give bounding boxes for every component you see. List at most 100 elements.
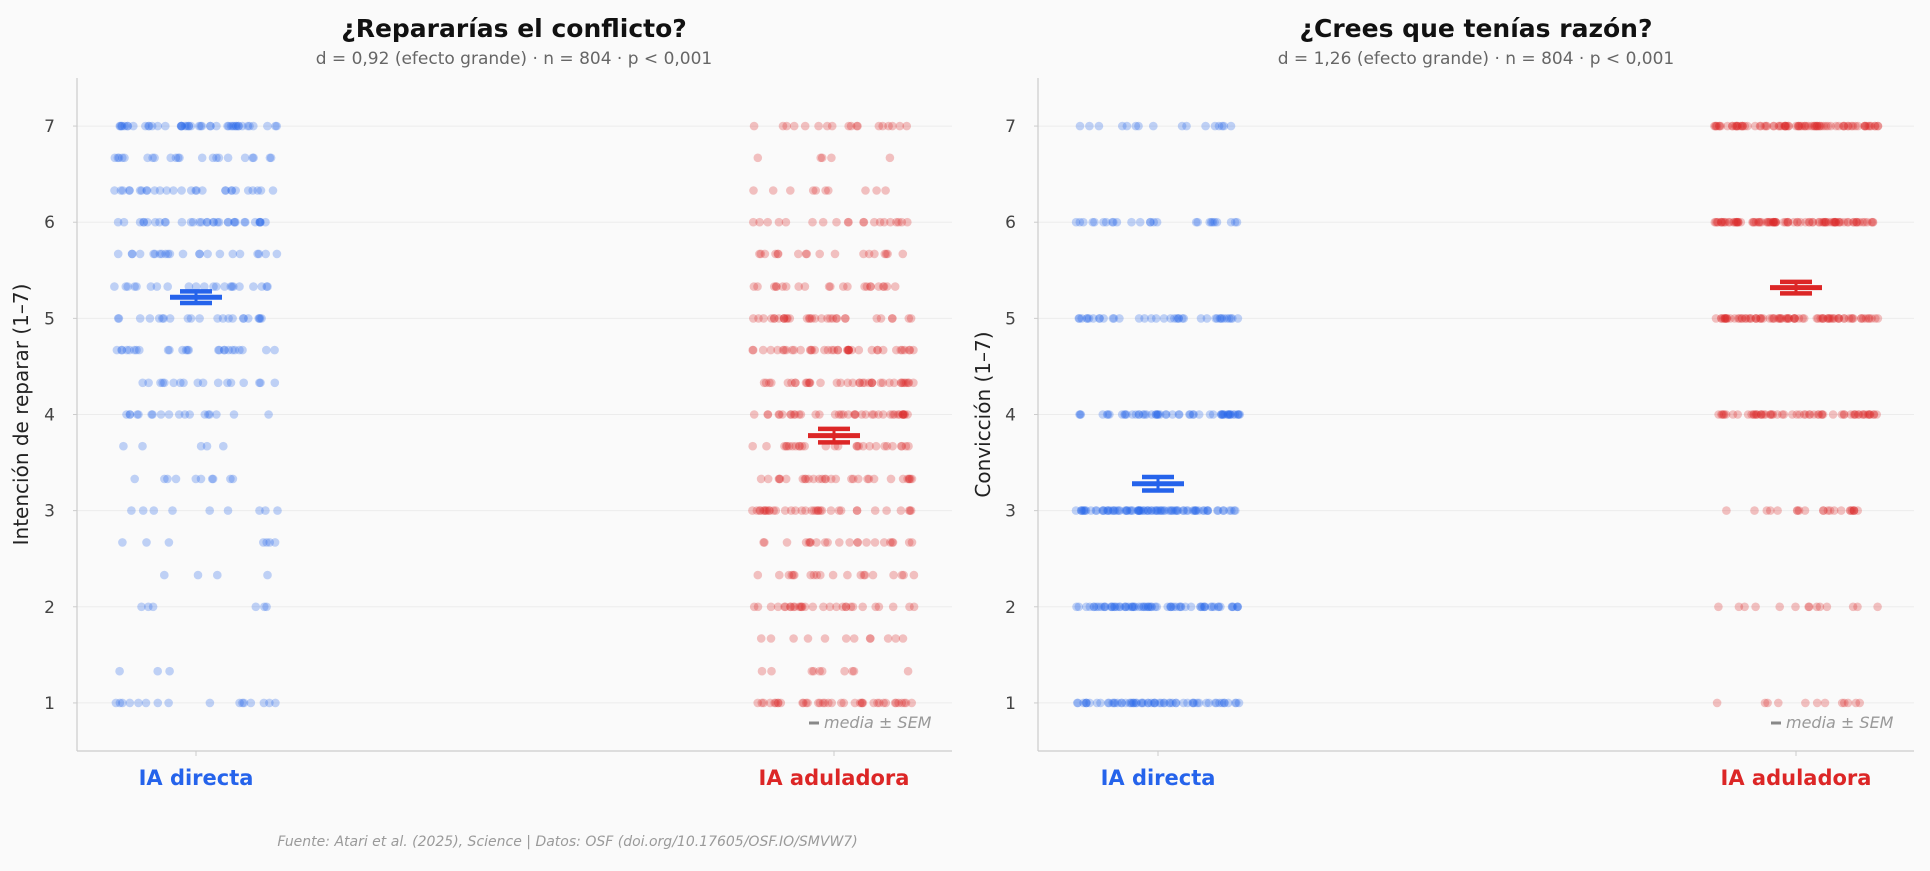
data-point [1141,602,1151,612]
data-point [1782,314,1791,323]
data-point [753,282,762,291]
data-point [797,441,807,451]
data-point [817,666,827,676]
points-aduladora [1710,121,1883,708]
data-point [841,634,851,643]
data-point [804,474,813,484]
data-point [1179,506,1188,515]
data-point [1212,698,1221,708]
data-point [778,121,788,131]
data-point [1215,698,1224,708]
data-point [1738,121,1747,131]
data-point [779,345,789,355]
data-point [1099,217,1108,227]
data-point [212,153,221,163]
data-point [1824,217,1833,227]
data-point [1179,698,1188,708]
data-point [212,410,221,419]
data-point [763,217,772,227]
data-point [1175,410,1184,419]
data-point [1220,410,1229,419]
data-point [1121,602,1130,612]
data-point [234,121,243,131]
data-point [1732,121,1741,131]
data-point [193,378,203,388]
data-point [137,602,146,612]
data-point [878,378,888,388]
data-point [220,345,229,355]
data-point [164,538,174,547]
data-point [760,506,769,515]
data-point [191,474,201,484]
data-point [1219,121,1229,131]
data-point [209,282,218,291]
data-point [1843,698,1853,708]
data-point [897,441,906,451]
data-point [1768,410,1778,419]
data-point [1217,410,1226,419]
data-point [215,249,225,259]
data-point [1756,314,1766,323]
data-point [791,378,800,388]
data-point [1743,121,1752,131]
data-point [1150,602,1160,612]
data-point [1731,217,1741,227]
data-point [205,698,215,708]
data-point [154,314,164,323]
data-point [790,410,800,419]
data-point [163,249,173,259]
data-point [1818,314,1828,323]
data-point [1857,314,1866,323]
data-point [1780,121,1790,131]
data-point [748,345,758,355]
data-point [898,474,908,484]
data-point [1714,602,1723,612]
data-point [828,570,838,580]
data-point [801,378,811,388]
data-point [1099,506,1109,515]
data-point [1851,217,1861,227]
data-point [857,410,867,419]
data-point [1722,314,1732,323]
data-point [1207,602,1217,612]
data-point [753,153,763,163]
data-point [1784,314,1794,323]
data-point [820,698,829,708]
data-point [904,474,914,484]
data-point [142,186,151,195]
data-point [843,570,852,580]
data-point [1089,602,1099,612]
data-point [251,602,261,612]
data-point [1847,506,1857,515]
data-point [1150,698,1159,708]
data-point [888,538,898,547]
data-point [849,634,859,643]
data-point [1728,121,1737,131]
data-point [830,249,840,259]
y-tick-label: 2 [44,598,55,618]
data-point [1822,602,1832,612]
data-point [163,345,173,355]
data-point [805,378,815,388]
data-point [1730,121,1740,131]
data-point [1869,410,1879,419]
data-point [214,345,223,355]
data-point [1862,121,1871,131]
data-point [147,121,157,131]
data-point [1143,506,1153,515]
data-point [1860,121,1870,131]
data-point [752,506,762,515]
data-point [150,153,159,163]
data-point [818,217,828,227]
data-point [820,634,830,643]
data-point [1830,314,1839,323]
data-point [205,410,214,419]
data-point [1188,506,1198,515]
data-point [761,378,771,388]
data-point [888,121,897,131]
data-point [761,506,770,515]
data-point [162,186,171,195]
data-point [1117,410,1127,419]
data-point [907,698,916,708]
data-point [134,698,143,708]
